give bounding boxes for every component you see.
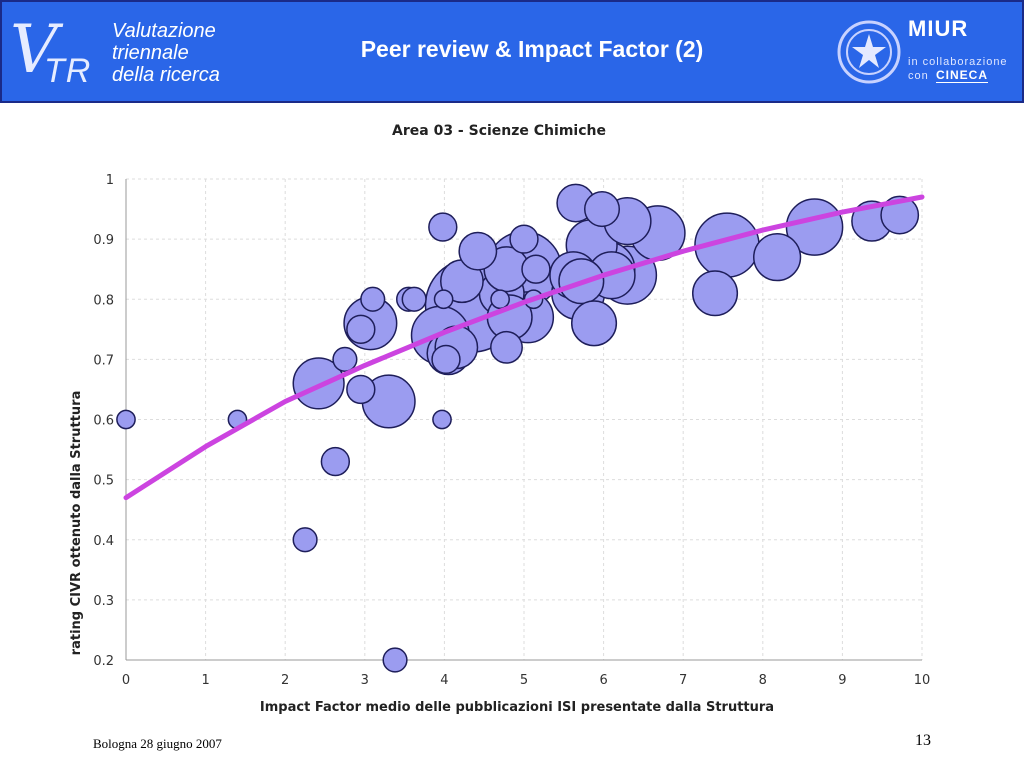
slide-title: Peer review & Impact Factor (2) <box>360 36 704 62</box>
x-tick-label: 6 <box>599 673 607 688</box>
chart-title: Area 03 - Scienze Chimiche <box>392 123 606 139</box>
bubble-point <box>432 409 452 430</box>
bubble-point <box>292 357 345 410</box>
bubble-point <box>346 314 376 344</box>
bubble-point <box>116 409 136 430</box>
vtr-logo-line1: Valutazione <box>112 20 216 42</box>
vtr-logo: V TR Valutazione triennale della ricerca <box>8 10 248 98</box>
x-tick-label: 4 <box>440 673 448 688</box>
miur-logo-text: MIUR <box>908 16 969 41</box>
y-tick-label: 1 <box>106 173 114 188</box>
bubble-point <box>320 446 351 477</box>
bubble-point <box>490 289 510 310</box>
bubble-point <box>583 191 621 228</box>
y-tick-label: 0.4 <box>93 534 114 549</box>
vtr-logo-v: V <box>10 11 58 88</box>
bubble-point <box>458 231 498 271</box>
trend-line-group <box>123 194 925 501</box>
bubble-point <box>382 647 408 673</box>
cineca-logo-text: CINECA <box>936 68 989 83</box>
bubble-point <box>509 224 539 254</box>
y-tick-label: 0.3 <box>93 594 114 609</box>
bubble-point <box>292 527 318 553</box>
bubble-point <box>428 212 458 242</box>
bubble-point <box>332 346 358 372</box>
bubble-point <box>691 270 739 317</box>
vtr-logo-line2: triennale <box>112 42 189 64</box>
italian-emblem-icon <box>837 20 901 84</box>
x-tick-label: 8 <box>759 673 767 688</box>
y-tick-label: 0.7 <box>93 353 114 368</box>
y-tick-label: 0.5 <box>93 474 114 489</box>
bubble-point <box>570 300 618 347</box>
bubble-point <box>346 374 376 405</box>
y-tick-label: 0.9 <box>93 233 114 248</box>
miur-collab-text: in collaborazione <box>908 56 1008 68</box>
bubble-series <box>116 183 920 673</box>
bubble-point <box>490 330 523 364</box>
x-tick-label: 7 <box>679 673 687 688</box>
y-tick-label: 0.2 <box>93 654 114 669</box>
miur-con-text: con <box>908 70 929 82</box>
x-tick-label: 9 <box>838 673 846 688</box>
x-axis-title: Impact Factor medio delle pubblicazioni … <box>260 700 774 715</box>
footer-location-date: Bologna 28 giugno 2007 <box>93 736 222 751</box>
x-tick-label: 10 <box>914 673 931 688</box>
bubble-point <box>433 289 454 310</box>
bubble-point <box>431 344 461 375</box>
trend-line <box>123 194 925 501</box>
x-tick-label: 2 <box>281 673 289 688</box>
chart-grid <box>126 178 923 660</box>
bubble-chart: Area 03 - Scienze Chimiche 0 1 2 3 4 5 6 7 8 9 100… <box>69 123 930 715</box>
bubble-point <box>360 286 386 312</box>
y-tick-label: 0.6 <box>93 414 114 429</box>
x-tick-label: 1 <box>201 673 209 688</box>
y-tick-label: 0.8 <box>93 293 114 308</box>
tick-labels: 0 1 2 3 4 5 6 7 8 9 10 0.2 0.3 0.4 0.5 0.6 0.7 0.8 0.9 1 <box>93 173 930 688</box>
bubble-point <box>521 254 551 284</box>
vtr-logo-tr: TR <box>44 52 92 90</box>
y-axis-title: rating CIVR ottenuto dalla Struttura <box>69 391 84 656</box>
page-number: 13 <box>915 732 931 749</box>
vtr-logo-line3: della ricerca <box>112 64 220 86</box>
slide-header: V TR Valutazione triennale della ricerca… <box>0 0 1024 103</box>
x-tick-label: 0 <box>122 673 130 688</box>
bubble-point <box>880 195 920 235</box>
x-tick-label: 5 <box>520 673 528 688</box>
x-tick-label: 3 <box>361 673 369 688</box>
bubble-point <box>401 286 427 312</box>
bubble-point <box>753 233 802 282</box>
